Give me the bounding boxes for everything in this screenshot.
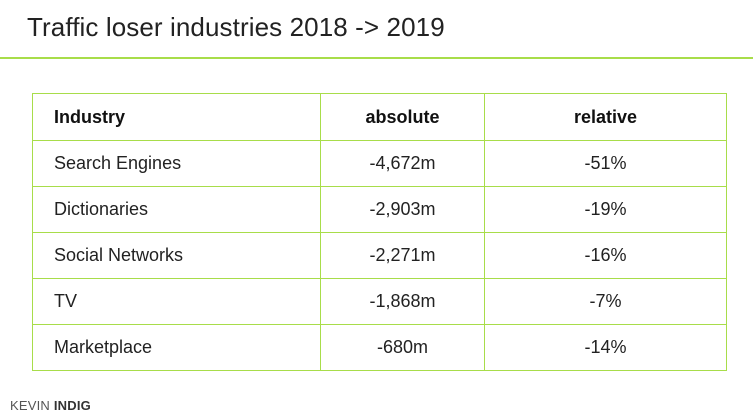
table-row: Search Engines -4,672m -51% [32, 140, 727, 187]
cell-absolute: -1,868m [320, 278, 485, 325]
cell-relative: -14% [484, 324, 727, 371]
header-absolute: absolute [320, 93, 485, 141]
cell-absolute: -2,271m [320, 232, 485, 279]
cell-absolute: -680m [320, 324, 485, 371]
cell-relative: -19% [484, 186, 727, 233]
title-divider [0, 57, 753, 59]
brand-logo: KEVIN INDIG [10, 398, 91, 413]
cell-relative: -16% [484, 232, 727, 279]
cell-industry: TV [32, 278, 321, 325]
brand-last: INDIG [53, 398, 91, 413]
cell-industry: Dictionaries [32, 186, 321, 233]
header-industry: Industry [32, 93, 321, 141]
cell-absolute: -2,903m [320, 186, 485, 233]
cell-relative: -51% [484, 140, 727, 187]
table-row: Marketplace -680m -14% [32, 324, 727, 371]
page-title: Traffic loser industries 2018 -> 2019 [27, 12, 445, 42]
table-row: TV -1,868m -7% [32, 278, 727, 325]
header-relative: relative [484, 93, 727, 141]
table-row: Dictionaries -2,903m -19% [32, 186, 727, 233]
brand-first: KEVIN [10, 398, 51, 413]
cell-absolute: -4,672m [320, 140, 485, 187]
cell-industry: Marketplace [32, 324, 321, 371]
cell-relative: -7% [484, 278, 727, 325]
cell-industry: Social Networks [32, 232, 321, 279]
industry-table: Industry absolute relative Search Engine… [32, 93, 727, 371]
table-row: Social Networks -2,271m -16% [32, 232, 727, 279]
table-header-row: Industry absolute relative [32, 93, 727, 141]
cell-industry: Search Engines [32, 140, 321, 187]
